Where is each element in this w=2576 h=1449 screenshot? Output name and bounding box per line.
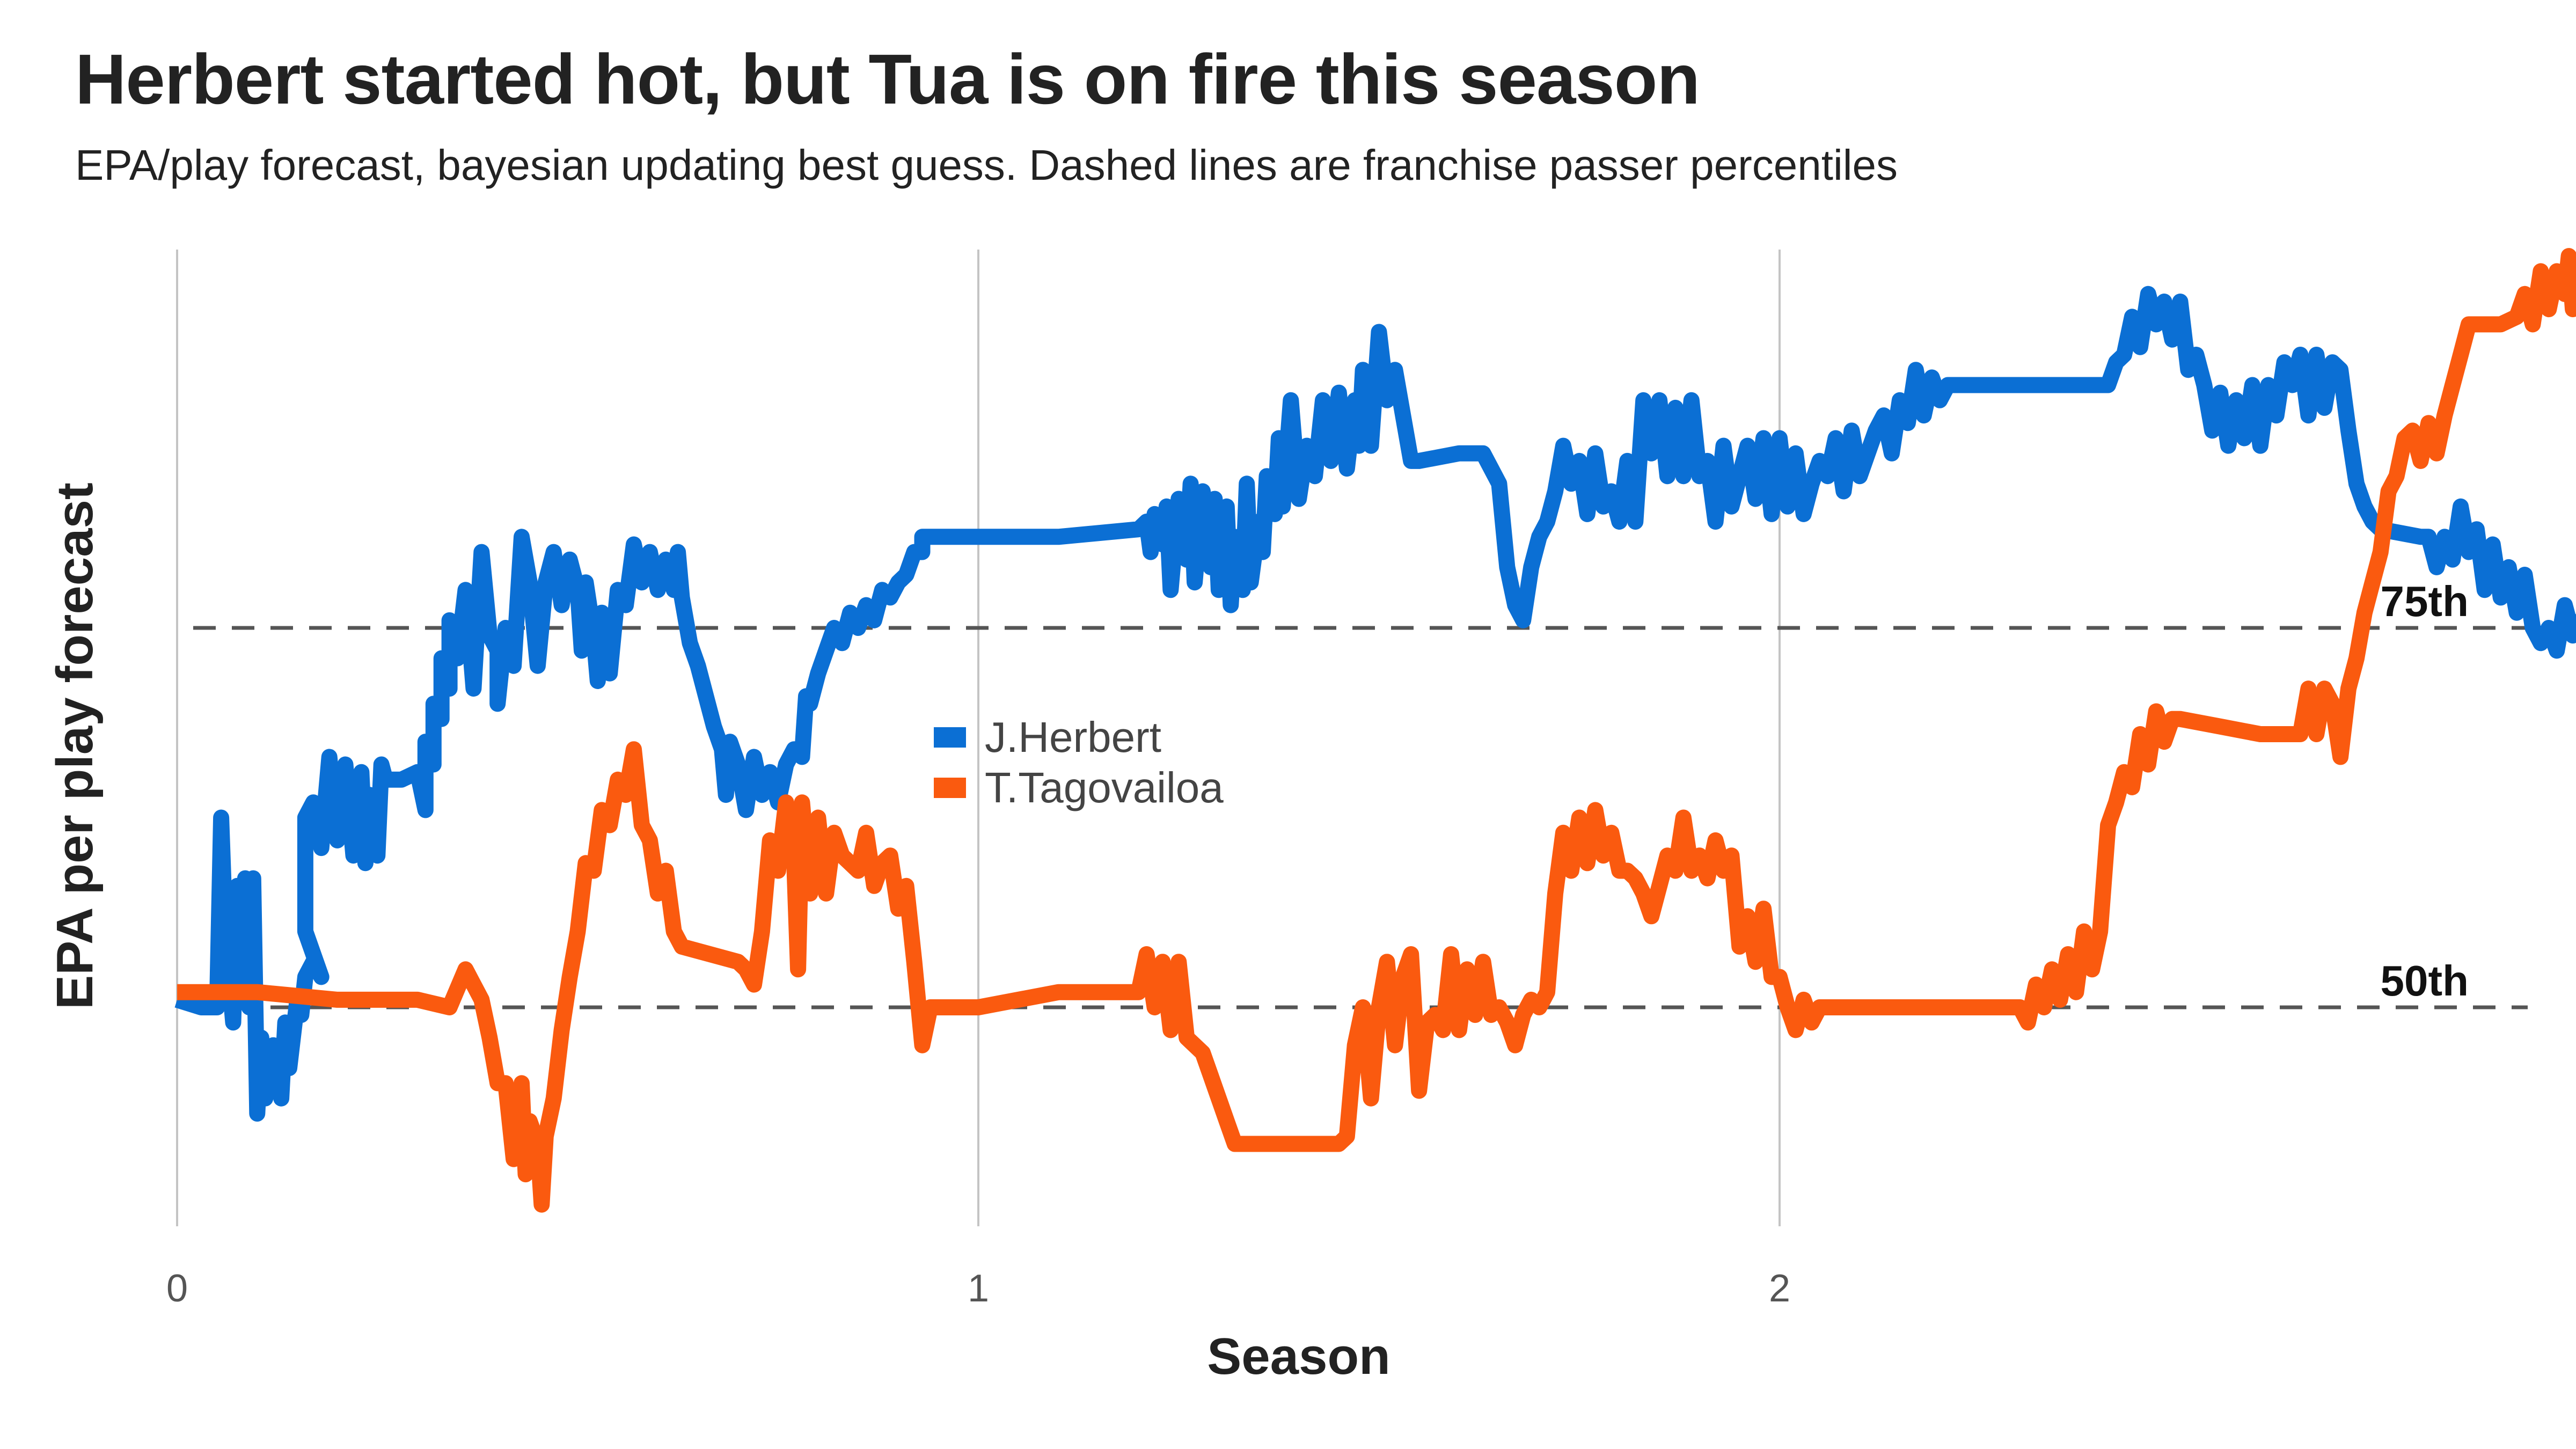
chart-title: Herbert started hot, but Tua is on fire … xyxy=(75,40,1700,119)
legend-swatch-j-herbert xyxy=(934,727,966,748)
series-line-j-herbert xyxy=(174,286,2576,1122)
x-tick-label-0: 0 xyxy=(166,1267,188,1310)
series-line-t-tagovailoa xyxy=(177,248,2576,1213)
legend-label-t-tagovailoa: T.Tagovailoa xyxy=(985,764,1224,811)
chart-subtitle: EPA/play forecast, bayesian updating bes… xyxy=(75,141,1898,189)
reference-label-75th: 75th xyxy=(2381,577,2469,625)
legend-label-j-herbert: J.Herbert xyxy=(985,713,1161,761)
x-tick-label-2: 2 xyxy=(1769,1267,1790,1310)
y-axis-title: EPA per play forecast xyxy=(46,482,104,1009)
x-axis-ticks: 0 1 2 xyxy=(166,1267,1790,1310)
x-axis-title: Season xyxy=(1207,1328,1390,1385)
grid-layer xyxy=(176,250,1781,1226)
series-layer xyxy=(174,248,2576,1213)
x-tick-label-1: 1 xyxy=(968,1267,989,1310)
reference-label-50th: 50th xyxy=(2381,957,2469,1005)
legend-swatch-t-tagovailoa xyxy=(934,778,966,798)
